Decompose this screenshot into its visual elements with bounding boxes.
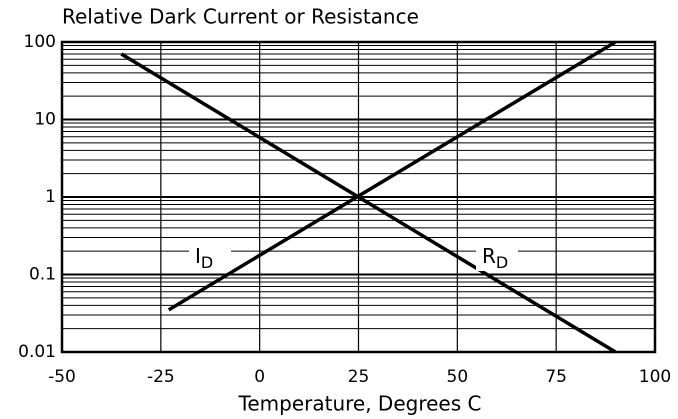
- x-axis-label: Temperature, Degrees C: [238, 392, 482, 416]
- y-tick-label: 0.1: [29, 265, 56, 285]
- line-series: [120, 52, 617, 354]
- series-label-sub: D: [496, 253, 508, 272]
- x-tick-label: 0: [254, 367, 265, 387]
- x-tick-label: 50: [447, 367, 469, 387]
- y-tick-label: 100: [24, 32, 56, 52]
- x-tick-label: -25: [147, 367, 175, 387]
- x-tick-label: 25: [348, 367, 370, 387]
- label-background: [476, 243, 518, 271]
- series-label: RD: [482, 244, 508, 272]
- series-label-sub: D: [201, 253, 213, 272]
- line-series: [167, 40, 617, 312]
- y-tick-label: 1: [45, 187, 56, 207]
- chart-title: Relative Dark Current or Resistance: [62, 5, 419, 29]
- series-label-main: R: [482, 244, 496, 268]
- label-background: [189, 243, 231, 271]
- x-tick-label: -50: [48, 367, 76, 387]
- series-label-main: I: [195, 244, 201, 268]
- y-tick-label: 10: [34, 110, 56, 130]
- x-tick-label: 75: [545, 367, 567, 387]
- x-tick-label: 100: [639, 367, 671, 387]
- y-tick-label: 0.01: [18, 342, 56, 362]
- plot-frame: [60, 40, 657, 354]
- series-label: ID: [195, 244, 213, 272]
